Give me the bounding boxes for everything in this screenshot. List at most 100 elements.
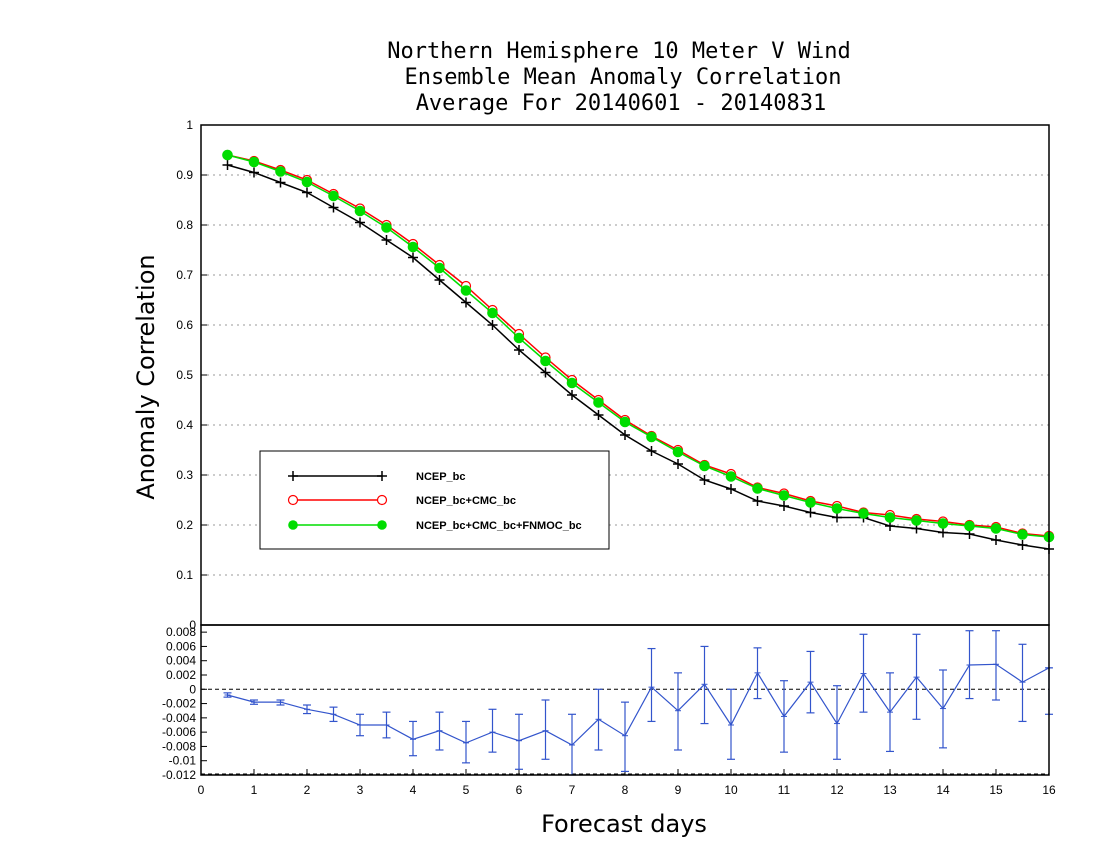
series-2-point-16 [646,431,657,443]
series-0-point-9 [461,297,471,308]
series-0-point-10 [487,320,498,330]
series-2-point-20 [752,483,763,494]
series-2-point-21 [778,490,790,501]
series-0-point-16 [646,446,657,456]
y-tick-label-4: 0.4 [176,418,193,432]
x-tick-label-8: 8 [622,783,629,797]
error-bar-17 [674,672,682,751]
bottom-panel-y-ticks: 0-0.012-0.01-0.008-0.006-0.004-0.00200.0… [162,618,1049,782]
series-0-point-20 [752,496,763,506]
legend: NCEP_bc NCEP_bc+CMC_bc NCEP_bc+CMC_bc+FNMO… [259,450,610,550]
series-2-point-14 [593,397,604,408]
x-tick-label-10: 10 [724,783,738,797]
x-tick-label-14: 14 [936,783,950,797]
series-0-point-15 [620,430,630,440]
y-tick-label-8: 0.8 [176,218,193,232]
error-bar-20 [753,647,762,700]
error-bar-29 [992,630,1000,701]
series-0-point-1 [249,167,259,178]
error-bar-5 [356,713,364,737]
chart-title-line-2: Ensemble Mean Anomaly Correlation [404,65,841,90]
bottom-y-tick-label-3: -0.006 [162,725,196,739]
error-bar-14 [594,688,603,751]
y-tick-label-7: 0.7 [176,268,193,282]
series-2-point-25 [884,512,896,523]
x-tick-label-5: 5 [463,783,470,797]
bottom-panel-x-ticks: 0 1 2 3 4 5 6 7 8 9 10 11 12 13 14 15 16 [198,769,1056,797]
error-bar-25 [886,672,894,753]
legend-marker-2-1 [377,520,387,530]
series-0-point-21 [779,501,789,511]
legend-label-0: NCEP_bc [416,471,466,483]
series-2-point-26 [911,515,922,526]
y-tick-label-3: 0.3 [176,468,193,482]
series-0-point-2 [275,177,286,188]
series-2-point-0 [222,149,233,161]
error-bar-26 [912,633,921,720]
series-2-point-13 [566,377,578,389]
series-2-point-17 [672,446,684,458]
series-0-point-23 [832,512,842,523]
error-bar-3 [303,704,311,715]
series-0-point-17 [673,459,683,469]
series-2-point-18 [699,460,710,472]
series-0-point-27 [938,527,948,538]
bottom-y-tick-label-9: 0.006 [166,639,196,653]
x-tick-label-2: 2 [304,783,311,797]
chart-title-line-3: Average For 20140601 - 20140831 [416,91,827,116]
series-0-point-18 [699,475,710,485]
series-2-point-28 [964,520,975,532]
x-tick-label-3: 3 [357,783,364,797]
series-0-point-11 [514,345,524,355]
x-tick-label-11: 11 [778,783,791,797]
error-bar-4 [329,706,338,723]
y-tick-label-2: 0.2 [176,518,193,532]
error-bar-30 [1018,643,1027,723]
top-panel-y-ticks: 0.1 0.2 0.3 0.4 0.5 0.6 0.7 0.8 0.9 1 [176,118,207,626]
series-2-point-24 [858,508,869,519]
bottom-y-tick-label-7: 0.002 [166,668,196,682]
x-tick-label-6: 6 [516,783,523,797]
series-0-point-6 [381,235,392,245]
series-2-point-1 [248,156,260,168]
bottom-y-tick-label-0: -0.012 [162,768,196,782]
bottom-panel-frame [200,624,1050,776]
x-tick-label-16: 16 [1042,783,1056,797]
x-tick-label-7: 7 [569,783,576,797]
difference-line [227,663,1050,746]
series-2-point-4 [328,190,339,202]
error-bar-11 [515,713,523,770]
legend-marker-0-0 [288,471,298,481]
bottom-y-tick-label-4: -0.004 [162,711,196,725]
series-0-point-29 [991,535,1001,545]
bottom-y-tick-label-5: -0.002 [162,697,196,711]
x-tick-label-0: 0 [198,783,205,797]
error-bar-12 [541,699,550,760]
series-2-point-3 [301,176,313,188]
series-2-point-12 [540,355,551,367]
top-panel-series [222,149,1055,554]
error-bar-21 [780,680,788,753]
legend-label-1: NCEP_bc+CMC_bc [416,495,516,507]
error-bar-23 [833,685,841,760]
bottom-y-tick-label-8: 0.004 [166,654,196,668]
error-bar-16 [647,647,656,723]
chart-title-line-1: Northern Hemisphere 10 Meter V Wind [387,39,851,64]
legend-marker-2-0 [288,520,298,530]
series-0-point-3 [302,187,312,198]
bottom-y-tick-label-1: -0.01 [169,754,197,768]
error-bar-22 [806,650,815,714]
series-0-point-8 [434,275,445,285]
legend-item-2: NCEP_bc+CMC_bc+FNMOC_bc [288,520,582,532]
series-0-point-19 [726,484,736,494]
error-bar-10 [488,708,497,753]
error-bar-15 [621,701,629,773]
x-tick-label-9: 9 [675,783,682,797]
error-bar-28 [965,630,974,700]
error-bar-6 [382,711,391,739]
x-tick-label-12: 12 [830,783,844,797]
legend-item-1: NCEP_bc+CMC_bc [287,494,516,507]
error-bar-9 [462,720,470,764]
series-2-point-8 [434,262,445,274]
